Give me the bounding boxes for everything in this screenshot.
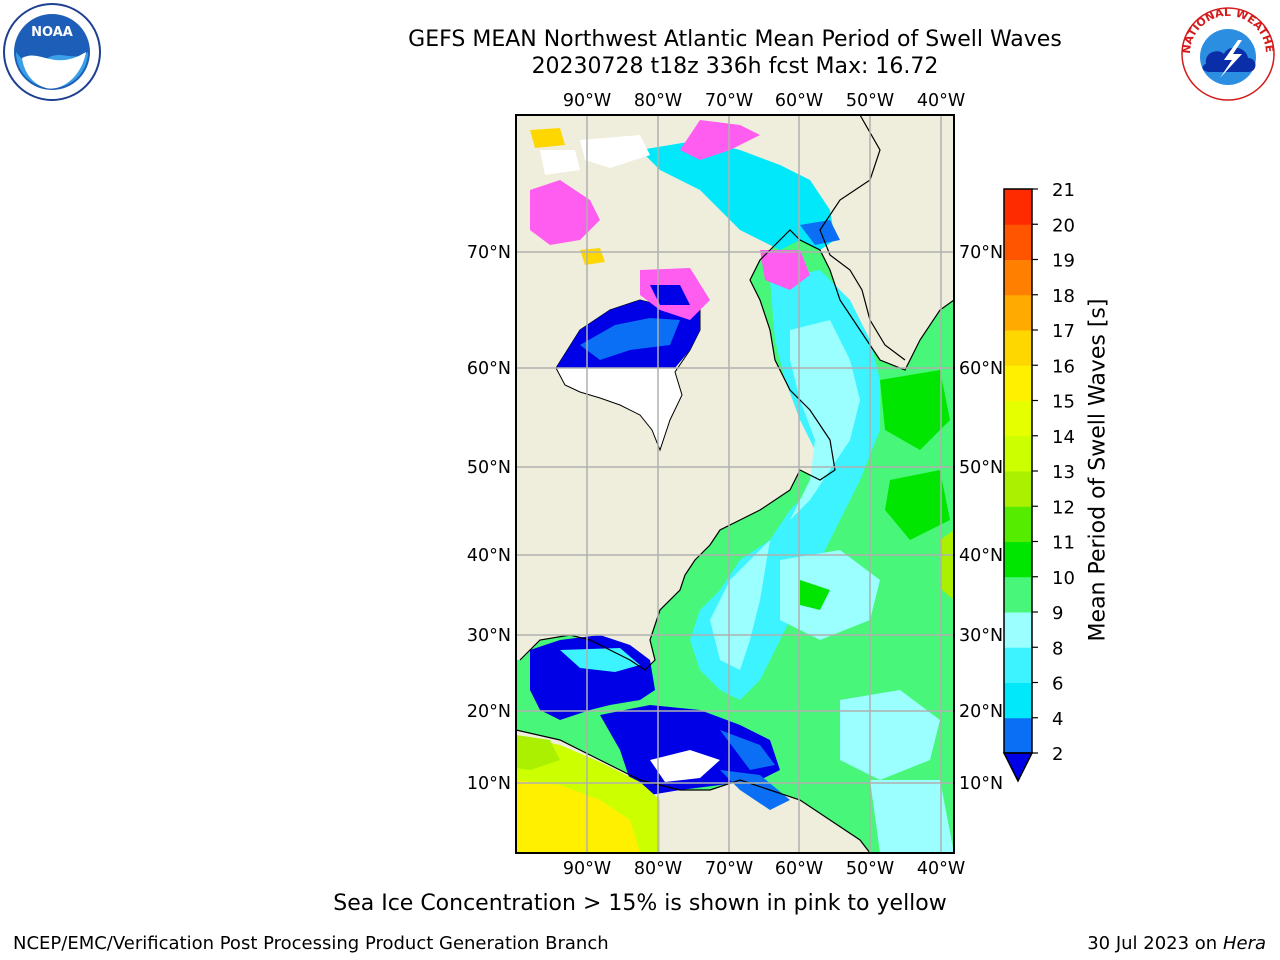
colorbar-tick-label: 2	[1052, 744, 1063, 765]
lat-label: 20°N	[959, 702, 1003, 722]
lat-label: 10°N	[959, 774, 1003, 794]
colorbar-tick-label: 17	[1052, 321, 1075, 342]
lat-label: 40°N	[959, 546, 1003, 566]
lat-label: 70°N	[467, 243, 511, 263]
map-area	[516, 115, 954, 853]
lon-label: 60°W	[775, 91, 823, 111]
lat-label: 10°N	[467, 774, 511, 794]
colorbar-tick-label: 11	[1052, 533, 1075, 554]
colorbar-tick-label: 20	[1052, 215, 1075, 236]
colorbar-swatch	[1004, 259, 1032, 296]
colorbar-swatch	[1004, 576, 1032, 613]
lat-labels-left: 70°N 60°N 50°N 40°N 30°N 20°N 10°N	[467, 243, 511, 794]
colorbar-swatch	[1004, 189, 1032, 225]
colorbar-tick-label: 16	[1052, 356, 1075, 377]
lon-label: 40°W	[917, 91, 965, 111]
lon-label: 90°W	[563, 91, 611, 111]
colorbar-tick-label: 6	[1052, 674, 1063, 695]
colorbar-swatch	[1004, 541, 1032, 578]
lon-label: 60°W	[775, 859, 823, 879]
lat-label: 60°N	[467, 359, 511, 379]
colorbar-tick-label: 8	[1052, 638, 1063, 659]
lat-labels-right: 70°N 60°N 50°N 40°N 30°N 20°N 10°N	[959, 243, 1003, 794]
colorbar-swatch	[1004, 400, 1032, 437]
colorbar-tick-label: 10	[1052, 568, 1075, 589]
date-credit: 30 Jul 2023 on Hera	[1087, 933, 1266, 954]
colorbar-tick-label: 9	[1052, 603, 1063, 624]
noaa-logo-icon: NOAA	[3, 3, 101, 101]
lon-label: 90°W	[563, 859, 611, 879]
colorbar-swatch	[1004, 294, 1032, 331]
lon-label: 50°W	[846, 91, 894, 111]
colorbar-swatch	[1004, 506, 1032, 542]
map-frame	[515, 114, 955, 854]
colorbar-swatch	[1004, 435, 1032, 472]
lon-label: 80°W	[634, 859, 682, 879]
colorbar-swatch	[1004, 612, 1032, 648]
lat-label: 70°N	[959, 243, 1003, 263]
lat-label: 60°N	[959, 359, 1003, 379]
lat-label: 30°N	[959, 626, 1003, 646]
lat-label: 50°N	[467, 458, 511, 478]
colorbar-tick-label: 13	[1052, 462, 1075, 483]
colorbar-swatch	[1004, 471, 1032, 507]
chart-subtitle: 20230728 t18z 336h fcst Max: 16.72	[531, 54, 939, 79]
credit-text: NCEP/EMC/Verification Post Processing Pr…	[13, 933, 609, 954]
lat-label: 50°N	[959, 458, 1003, 478]
sea-ice-footnote: Sea Ice Concentration > 15% is shown in …	[333, 891, 947, 916]
lon-label: 50°W	[846, 859, 894, 879]
lat-label: 40°N	[467, 546, 511, 566]
colorbar-tick-label: 18	[1052, 286, 1075, 307]
colorbar-tick-label: 14	[1052, 427, 1075, 448]
colorbar-tick-label: 12	[1052, 497, 1075, 518]
lon-label: 70°W	[705, 859, 753, 879]
colorbar-label: Mean Period of Swell Waves [s]	[1085, 298, 1111, 642]
lon-labels-bottom: 90°W 80°W 70°W 60°W 50°W 40°W	[563, 859, 965, 879]
colorbar: 2 4 6 8 9 10 11 12 13 14 15 16 17 18 19 20 21	[1002, 180, 1075, 783]
lon-label: 70°W	[705, 91, 753, 111]
colorbar-swatch	[1004, 224, 1032, 260]
lon-labels-top: 90°W 80°W 70°W 60°W 50°W 40°W	[563, 91, 965, 111]
baffin-bay	[640, 140, 835, 250]
sea-ice-area	[680, 120, 760, 160]
colorbar-swatch	[1004, 682, 1032, 719]
lon-label: 40°W	[917, 859, 965, 879]
colorbar-tick-label: 4	[1052, 709, 1063, 730]
nws-logo-icon: NATIONAL WEATHER SERVICE	[1176, 2, 1276, 101]
land-greenland	[820, 115, 954, 360]
lat-label: 20°N	[467, 702, 511, 722]
colorbar-swatch	[1004, 647, 1032, 683]
colorbar-swatch	[1004, 717, 1032, 754]
chart-title: GEFS MEAN Northwest Atlantic Mean Period…	[408, 27, 1062, 52]
colorbar-swatch	[1004, 365, 1032, 401]
colorbar-tick-label: 19	[1052, 251, 1075, 272]
graticule	[516, 115, 954, 853]
lon-label: 80°W	[634, 91, 682, 111]
colorbar-tick-label: 15	[1052, 392, 1075, 413]
colorbar-tick-label: 21	[1052, 180, 1075, 201]
noaa-logo-text: NOAA	[31, 25, 73, 40]
date-text: 30 Jul 2023 on	[1087, 933, 1223, 954]
colorbar-swatch	[1004, 330, 1032, 366]
lat-label: 30°N	[467, 626, 511, 646]
host-name: Hera	[1222, 933, 1266, 954]
colorbar-extend-arrow	[1002, 752, 1034, 783]
